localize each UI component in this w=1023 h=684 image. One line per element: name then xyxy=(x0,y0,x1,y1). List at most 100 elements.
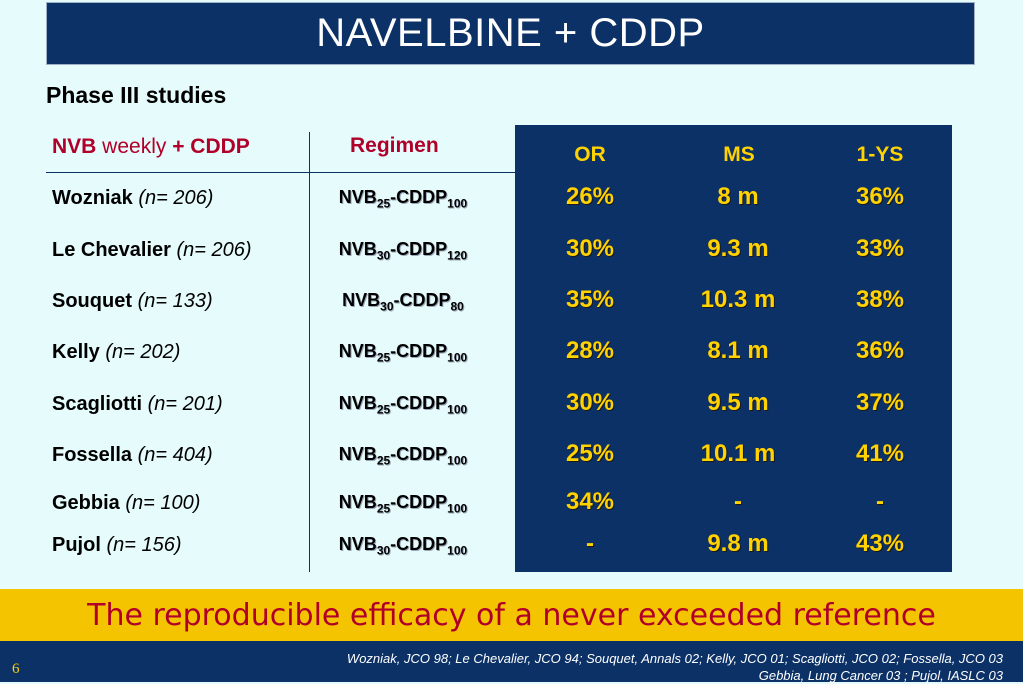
study-author: Gebbia (n= 100) xyxy=(52,492,200,515)
sample-size: (n= 206) xyxy=(176,239,252,261)
ms-value: 9.8 m xyxy=(707,530,769,557)
regimen-cddp-dose: 100 xyxy=(447,453,468,468)
regimen-nvb-dose: 25 xyxy=(376,350,391,365)
study-author: Souquet (n= 133) xyxy=(52,290,213,313)
regimen-nvb: NVB xyxy=(338,534,377,554)
header-regimen: Regimen xyxy=(350,134,439,157)
results-panel xyxy=(515,125,952,572)
sample-size: (n= 100) xyxy=(125,492,201,514)
study-author: Scagliotti (n= 201) xyxy=(52,393,223,416)
ys-value: 37% xyxy=(855,389,905,416)
regimen-nvb-dose: 30 xyxy=(376,543,391,558)
regimen-cell: NVB25-CDDP100 xyxy=(309,444,497,468)
conclusion-text: The reproducible efficacy of a never exc… xyxy=(87,597,936,633)
ms-value: 10.3 m xyxy=(700,286,776,313)
table-row: Le Chevalier (n= 206) NVB30-CDDP120 30% 9.3… xyxy=(0,233,1023,273)
ys-value: 43% xyxy=(855,530,905,557)
regimen-cell: NVB25-CDDP100 xyxy=(309,187,497,211)
sample-size: (n= 202) xyxy=(105,341,181,363)
sample-size: (n= 206) xyxy=(138,187,214,209)
header-treatment: NVB weekly + CDDP xyxy=(52,135,250,159)
column-divider xyxy=(309,132,310,572)
regimen-nvb: NVB xyxy=(338,341,377,361)
sample-size: (n= 156) xyxy=(106,534,182,556)
regimen-cddp: -CDDP xyxy=(390,393,448,413)
table-row: Fossella (n= 404) NVB25-CDDP100 25% 10.1 m 4… xyxy=(0,438,1023,478)
footer: 6 Wozniak, JCO 98; Le Chevalier, JCO 94;… xyxy=(0,641,1023,684)
regimen-nvb-dose: 25 xyxy=(376,501,391,516)
regimen-cell: NVB25-CDDP100 xyxy=(309,341,497,365)
ms-value: 9.3 m xyxy=(707,235,769,262)
subtitle: Phase III studies xyxy=(46,82,227,108)
regimen-cell: NVB30-CDDP100 xyxy=(309,534,497,558)
or-value: 25% xyxy=(565,440,615,467)
header-divider xyxy=(46,172,516,173)
regimen-nvb: NVB xyxy=(342,290,381,310)
table-row: Wozniak (n= 206) NVB25-CDDP100 26% 8 m 36% xyxy=(0,181,1023,221)
ys-value: 41% xyxy=(855,440,905,467)
or-value: 26% xyxy=(565,183,615,210)
author-name: Wozniak xyxy=(52,187,133,209)
or-value: 34% xyxy=(565,488,615,515)
regimen-cddp-dose: 100 xyxy=(447,196,468,211)
slide-title: NAVELBINE + CDDP xyxy=(316,11,705,55)
regimen-cddp-dose: 100 xyxy=(447,501,468,516)
table-row: Souquet (n= 133) NVB30-CDDP80 35% 10.3 m 38% xyxy=(0,284,1023,324)
conclusion-banner: The reproducible efficacy of a never exc… xyxy=(0,589,1023,641)
sample-size: (n= 404) xyxy=(137,444,213,466)
regimen-nvb: NVB xyxy=(338,444,377,464)
sample-size: (n= 133) xyxy=(137,290,213,312)
references-line-2: Gebbia, Lung Cancer 03 ; Pujol, IASLC 03 xyxy=(758,668,1003,683)
regimen-cell: NVB25-CDDP100 xyxy=(309,492,497,516)
regimen-cddp: -CDDP xyxy=(390,341,448,361)
or-value: 35% xyxy=(565,286,615,313)
table-row: Scagliotti (n= 201) NVB25-CDDP100 30% 9.5 m… xyxy=(0,387,1023,427)
author-name: Pujol xyxy=(52,534,101,556)
study-author: Pujol (n= 156) xyxy=(52,534,182,557)
ms-value: 9.5 m xyxy=(707,389,769,416)
regimen-cddp: -CDDP xyxy=(390,534,448,554)
or-value: 28% xyxy=(565,337,615,364)
author-name: Kelly xyxy=(52,341,100,363)
references: Wozniak, JCO 98; Le Chevalier, JCO 94; S… xyxy=(347,650,1003,684)
regimen-nvb: NVB xyxy=(338,187,377,207)
regimen-nvb: NVB xyxy=(338,239,377,259)
ys-value: 36% xyxy=(855,183,905,210)
regimen-cddp: -CDDP xyxy=(390,492,448,512)
regimen-cddp-dose: 120 xyxy=(447,248,468,263)
regimen-nvb-dose: 25 xyxy=(376,196,391,211)
ms-value: 8 m xyxy=(717,183,759,210)
regimen-cddp-dose: 100 xyxy=(447,543,468,558)
table-row: Pujol (n= 156) NVB30-CDDP100 - 9.8 m 43% xyxy=(0,528,1023,568)
author-name: Scagliotti xyxy=(52,393,143,415)
header-cddp: + CDDP xyxy=(172,135,250,158)
study-author: Wozniak (n= 206) xyxy=(52,187,213,210)
ys-value: 33% xyxy=(855,235,905,262)
regimen-cddp: -CDDP xyxy=(390,444,448,464)
regimen-cell: NVB25-CDDP100 xyxy=(309,393,497,417)
or-value: 30% xyxy=(565,389,615,416)
author-name: Souquet xyxy=(52,290,132,312)
or-value: - xyxy=(586,530,594,557)
regimen-nvb: NVB xyxy=(338,492,377,512)
regimen-nvb-dose: 25 xyxy=(376,402,391,417)
regimen-cddp-dose: 80 xyxy=(450,299,464,314)
header-weekly: weekly xyxy=(96,135,173,158)
regimen-cell: NVB30-CDDP80 xyxy=(309,290,497,314)
study-author: Fossella (n= 404) xyxy=(52,444,213,467)
regimen-cddp: -CDDP xyxy=(390,187,448,207)
sample-size: (n= 201) xyxy=(147,393,223,415)
regimen-nvb-dose: 25 xyxy=(376,453,391,468)
header-1ys: 1-YS xyxy=(856,143,904,166)
ms-value: 10.1 m xyxy=(700,440,776,467)
ms-value: - xyxy=(734,488,742,515)
header-or: OR xyxy=(574,143,606,166)
table-row: Kelly (n= 202) NVB25-CDDP100 28% 8.1 m 36% xyxy=(0,335,1023,375)
ys-value: - xyxy=(876,488,884,515)
ys-value: 36% xyxy=(855,337,905,364)
regimen-nvb-dose: 30 xyxy=(380,299,394,314)
regimen-nvb-dose: 30 xyxy=(376,248,391,263)
ms-value: 8.1 m xyxy=(707,337,769,364)
author-name: Gebbia xyxy=(52,492,120,514)
table-row: Gebbia (n= 100) NVB25-CDDP100 34% - - xyxy=(0,486,1023,526)
